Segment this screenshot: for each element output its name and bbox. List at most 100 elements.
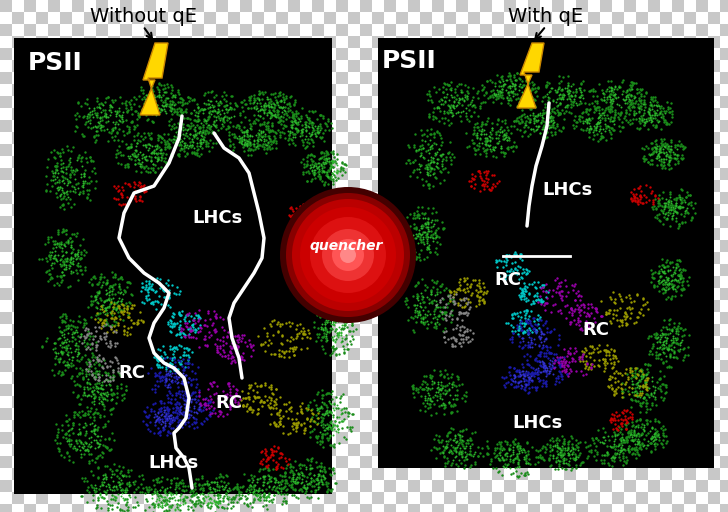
Point: [521, 316, 532, 325]
Point: [332, 422, 344, 430]
Bar: [672, 168, 684, 180]
Point: [141, 141, 152, 149]
Point: [510, 264, 521, 272]
Point: [113, 302, 124, 310]
Point: [203, 109, 215, 117]
Point: [127, 151, 139, 159]
Point: [159, 421, 171, 430]
Bar: [96, 72, 108, 84]
Point: [120, 101, 132, 110]
Point: [299, 135, 311, 143]
Bar: [132, 324, 144, 336]
Point: [518, 265, 529, 273]
Bar: [324, 24, 336, 36]
Point: [323, 154, 334, 162]
Point: [54, 256, 66, 264]
Point: [534, 335, 546, 343]
Point: [651, 116, 662, 124]
Bar: [480, 432, 492, 444]
Point: [186, 109, 197, 117]
Point: [559, 357, 571, 366]
Point: [290, 204, 301, 212]
Point: [569, 455, 580, 463]
Point: [553, 464, 564, 473]
Point: [465, 182, 477, 190]
Point: [312, 127, 324, 136]
Point: [318, 168, 330, 177]
Bar: [36, 408, 48, 420]
Point: [63, 437, 74, 445]
Point: [87, 496, 99, 504]
Point: [129, 194, 141, 202]
Point: [496, 144, 507, 153]
Bar: [624, 288, 636, 300]
Point: [287, 139, 298, 147]
Point: [103, 434, 115, 442]
Point: [615, 446, 627, 454]
Point: [609, 416, 620, 424]
Point: [559, 368, 571, 376]
Point: [161, 370, 173, 378]
Point: [509, 269, 521, 278]
Point: [79, 445, 91, 454]
Point: [519, 320, 531, 328]
Point: [323, 150, 334, 158]
Point: [505, 82, 516, 91]
Bar: [60, 348, 72, 360]
Point: [308, 161, 320, 169]
Point: [640, 378, 652, 386]
Bar: [684, 108, 696, 120]
Point: [472, 145, 483, 153]
Point: [292, 421, 304, 429]
Point: [95, 283, 107, 291]
Bar: [468, 228, 480, 240]
Bar: [420, 156, 432, 168]
Point: [524, 318, 536, 327]
Point: [149, 389, 161, 397]
Bar: [216, 48, 228, 60]
Point: [628, 428, 640, 436]
Point: [456, 338, 468, 346]
Bar: [564, 336, 576, 348]
Point: [224, 342, 236, 350]
Point: [166, 86, 178, 94]
Point: [268, 107, 280, 115]
Point: [167, 110, 178, 118]
Point: [304, 233, 315, 241]
Point: [420, 177, 432, 185]
Point: [256, 104, 267, 113]
Bar: [252, 0, 264, 12]
Point: [425, 445, 437, 454]
Bar: [504, 60, 516, 72]
Point: [665, 294, 676, 303]
Point: [429, 133, 440, 141]
Bar: [684, 504, 696, 512]
Point: [106, 467, 118, 475]
Point: [85, 300, 97, 308]
Point: [100, 110, 111, 118]
Point: [186, 391, 197, 399]
Point: [324, 432, 336, 440]
Point: [258, 118, 270, 126]
Point: [294, 464, 306, 473]
Point: [56, 251, 68, 260]
Point: [554, 363, 566, 371]
Point: [332, 332, 344, 340]
Point: [504, 82, 515, 90]
Point: [289, 96, 301, 104]
Point: [322, 316, 333, 325]
Point: [646, 424, 657, 432]
Point: [493, 76, 505, 84]
Point: [666, 258, 678, 266]
Point: [166, 97, 178, 105]
Point: [581, 358, 593, 367]
Point: [151, 141, 163, 149]
Point: [537, 364, 549, 372]
Point: [283, 318, 295, 327]
Point: [139, 141, 151, 149]
Point: [188, 314, 199, 322]
Point: [303, 151, 314, 159]
Point: [69, 111, 81, 119]
Point: [228, 112, 240, 120]
Point: [427, 393, 439, 401]
